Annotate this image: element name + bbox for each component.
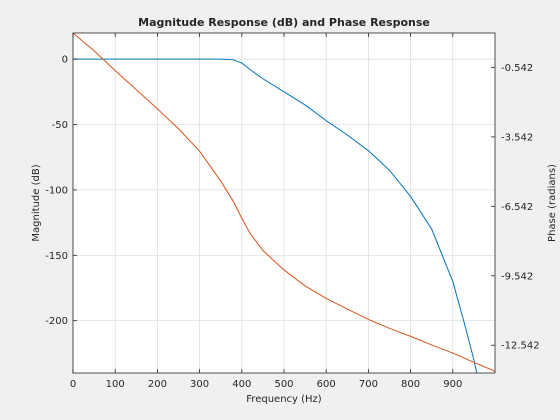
y-left-tick-label: -50 — [52, 120, 68, 131]
x-tick-label: 500 — [274, 379, 293, 390]
x-tick-label: 900 — [443, 379, 462, 390]
magnitude-series-line — [73, 58, 478, 373]
x-tick-label: 800 — [401, 379, 420, 390]
x-tick-label: 100 — [106, 379, 125, 390]
y-right-tick-label: -3.542 — [501, 132, 533, 143]
y-left-tick-label: 0 — [62, 55, 68, 66]
x-axis-label: Frequency (Hz) — [246, 394, 322, 405]
y-right-tick-label: -12.542 — [501, 341, 540, 352]
x-tick-label: 700 — [359, 379, 378, 390]
y-right-tick-label: -0.542 — [501, 63, 533, 74]
y-left-tick-label: -100 — [45, 185, 68, 196]
phase-series-line — [73, 33, 495, 372]
y-left-tick-label: -150 — [45, 251, 68, 262]
y-left-tick-label: -200 — [45, 316, 68, 327]
x-tick-label: 600 — [317, 379, 336, 390]
x-tick-label: 400 — [232, 379, 251, 390]
x-tick-label: 0 — [70, 379, 76, 390]
grid-layer — [72, 33, 495, 373]
series-layer — [73, 33, 495, 373]
chart-title: Magnitude Response (dB) and Phase Respon… — [138, 16, 430, 29]
y-right-tick-label: -6.542 — [501, 202, 533, 213]
tick-layer: 0 100 200 300 400 500 600 700 800 900 0 -50 -100 -150… — [45, 33, 540, 390]
y-left-axis-label: Magnitude (dB) — [31, 164, 42, 241]
y-right-tick-label: -9.542 — [501, 271, 533, 282]
y-right-axis-label: Phase (radians) — [547, 164, 558, 242]
x-tick-label: 200 — [148, 379, 167, 390]
x-tick-label: 300 — [190, 379, 209, 390]
